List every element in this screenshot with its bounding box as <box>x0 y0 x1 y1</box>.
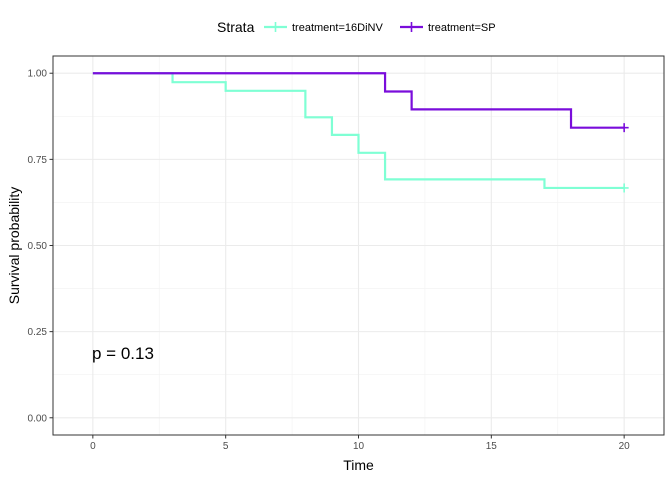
y-tick-label: 0.00 <box>28 413 48 424</box>
x-axis-title: Time <box>343 457 374 473</box>
x-tick-label: 10 <box>353 441 365 452</box>
x-tick-label: 20 <box>619 441 631 452</box>
legend-label-16dinv: treatment=16DiNV <box>292 22 383 34</box>
legend-entry-sp: treatment=SP <box>400 22 496 34</box>
p-value-annotation: p = 0.13 <box>92 344 154 363</box>
legend-entry-16dinv: treatment=16DiNV <box>264 22 383 34</box>
survival-curve-1 <box>92 72 625 129</box>
y-axis-title: Survival probability <box>6 187 22 305</box>
series-layer <box>92 72 629 193</box>
x-tick-label: 15 <box>486 441 498 452</box>
y-tick-label: 0.25 <box>28 327 48 338</box>
legend: Strata treatment=16DiNV treatment=SP <box>217 19 496 35</box>
y-tick-label: 0.50 <box>28 241 48 252</box>
legend-title: Strata <box>217 19 255 35</box>
y-tick-label: 1.00 <box>28 69 48 80</box>
x-tick-label: 0 <box>90 441 96 452</box>
axis-ticks: 0 5 10 15 20 0.00 0.25 0.50 0.75 1.00 <box>28 69 631 452</box>
legend-label-sp: treatment=SP <box>428 22 496 34</box>
x-tick-label: 5 <box>223 441 229 452</box>
survival-curve-0 <box>92 72 625 190</box>
y-tick-label: 0.75 <box>28 155 48 166</box>
